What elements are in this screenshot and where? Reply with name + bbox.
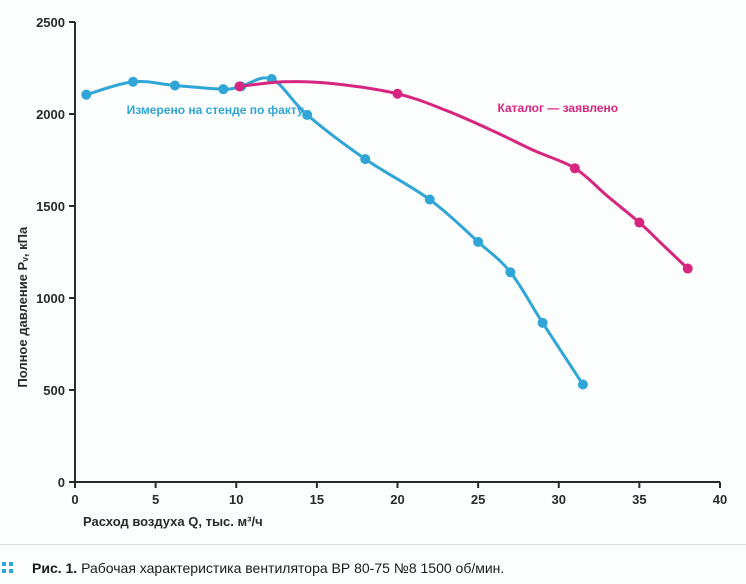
caption-separator: [0, 544, 746, 545]
figure-root: 0 500 1000 1500 2000 2500 0 5 10 15 20 25 30 35 40 Полн…: [0, 0, 746, 584]
series-marker-measured: [170, 80, 180, 90]
series-marker-measured: [538, 318, 548, 328]
x-tick-label: 20: [390, 492, 404, 507]
caption-prefix: Рис. 1.: [32, 560, 77, 576]
y-tick-label: 1000: [36, 291, 65, 306]
series-marker-measured: [578, 379, 588, 389]
y-axis-title: Полное давление Pᵥ, кПа: [15, 226, 30, 388]
x-tick-label: 25: [471, 492, 485, 507]
y-tick-label: 500: [43, 383, 65, 398]
series-marker-catalog: [393, 89, 403, 99]
caption-text: Рис. 1. Рабочая характеристика вентилято…: [32, 560, 504, 576]
series-marker-measured: [218, 84, 228, 94]
series-marker-measured: [360, 154, 370, 164]
series-marker-catalog: [570, 163, 580, 173]
x-axis-title: Расход воздуха Q, тыс. м³/ч: [83, 514, 263, 529]
series-marker-measured: [81, 90, 91, 100]
x-tick-label: 30: [552, 492, 566, 507]
x-tick-label: 10: [229, 492, 243, 507]
figure-caption: Рис. 1. Рабочая характеристика вентилято…: [0, 560, 746, 576]
series-line-measured: [86, 78, 583, 385]
x-tick-label: 15: [310, 492, 324, 507]
y-tick-label: 0: [58, 475, 65, 490]
series-marker-measured: [302, 110, 312, 120]
series-marker-measured: [425, 195, 435, 205]
series-label-measured: Измерено на стенде по факту: [127, 103, 304, 117]
series-line-catalog: [239, 82, 687, 269]
series-marker-measured: [505, 267, 515, 277]
series-marker-measured: [473, 237, 483, 247]
x-tick-label: 5: [152, 492, 159, 507]
series-label-catalog: Каталог — заявлено: [497, 101, 618, 115]
caption-body: Рабочая характеристика вентилятора ВР 80…: [81, 560, 504, 576]
y-tick-label: 1500: [36, 199, 65, 214]
series-marker-catalog: [234, 81, 244, 91]
series-marker-measured: [128, 77, 138, 87]
y-tick-label: 2000: [36, 107, 65, 122]
y-tick-label: 2500: [36, 15, 65, 30]
chart-svg: 0 500 1000 1500 2000 2500 0 5 10 15 20 25 30 35 40 Полн…: [0, 0, 746, 540]
x-tick-label: 0: [71, 492, 78, 507]
x-tick-label: 40: [713, 492, 727, 507]
series-marker-catalog: [634, 218, 644, 228]
series-marker-catalog: [683, 264, 693, 274]
x-tick-label: 35: [632, 492, 646, 507]
caption-marker-icon: [0, 562, 22, 574]
